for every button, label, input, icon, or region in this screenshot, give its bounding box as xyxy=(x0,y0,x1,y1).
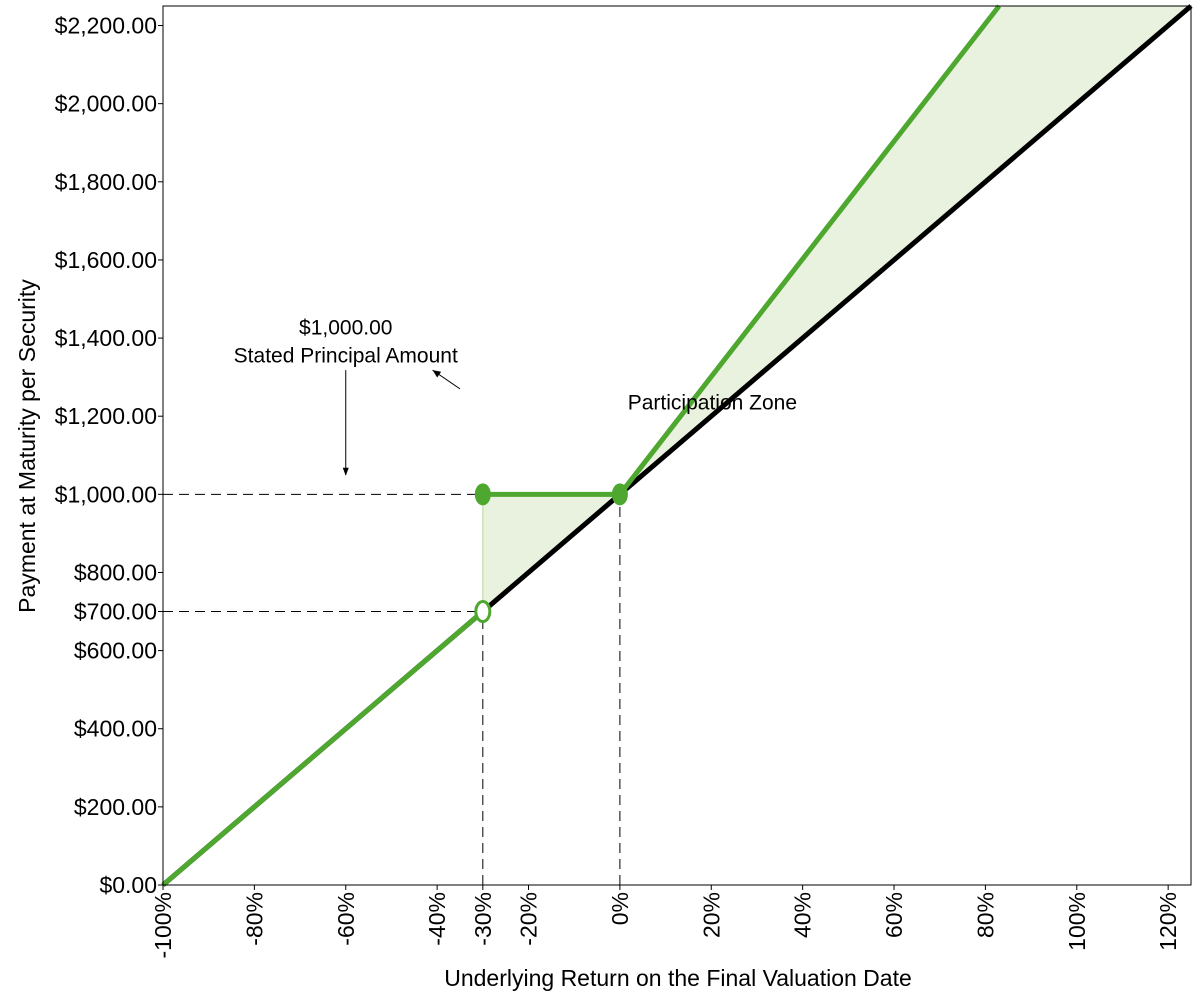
plot-frame xyxy=(162,5,1192,886)
x-tick-label: -60% xyxy=(333,892,359,946)
y-tick-label: $1,200.00 xyxy=(55,403,157,429)
x-tick-label: 120% xyxy=(1155,892,1181,951)
payoff-segment-3 xyxy=(617,4,1002,496)
series-lines xyxy=(161,4,1193,887)
y-tick-label: $1,600.00 xyxy=(55,247,157,273)
y-tick-label: $600.00 xyxy=(74,638,157,664)
filled-marker xyxy=(611,483,628,506)
open-marker xyxy=(474,600,492,624)
x-tick-label: -40% xyxy=(424,892,450,946)
annotation-participation-arrowhead xyxy=(432,370,442,378)
annotation-participation-text: Participation Zone xyxy=(628,392,797,415)
y-tick-label: $200.00 xyxy=(74,794,157,820)
y-tick-label: $700.00 xyxy=(74,599,157,625)
x-axis: -100% -80% -60% -40% -30% -20% 0% 20% 40% 60% 80% 1… xyxy=(150,885,1181,958)
annotations: $1,000.00 Stated Principal Amount Particip… xyxy=(234,316,797,476)
y-tick-label: $2,000.00 xyxy=(55,91,157,117)
y-tick-label: $800.00 xyxy=(74,559,157,585)
x-tick-label: 100% xyxy=(1064,892,1090,951)
y-axis-label: Payment at Maturity per Security xyxy=(14,279,40,613)
x-tick-label: -20% xyxy=(516,892,542,946)
y-tick-label: $1,800.00 xyxy=(55,169,157,195)
x-axis-label: Underlying Return on the Final Valuation… xyxy=(444,965,912,991)
y-axis: $0.00 $200.00 $400.00 $600.00 $700.00 $800.00… xyxy=(55,13,163,898)
x-tick-label: 20% xyxy=(698,892,724,938)
x-tick-label: -30% xyxy=(470,892,496,946)
y-tick-label: $1,000.00 xyxy=(55,481,157,507)
x-tick-label: 60% xyxy=(881,892,907,938)
y-tick-label: $400.00 xyxy=(74,716,157,742)
reference-lines xyxy=(163,493,621,885)
x-tick-label: 40% xyxy=(790,892,816,938)
payoff-markers xyxy=(474,483,628,624)
x-tick-label: 80% xyxy=(972,892,998,938)
x-tick-label: -80% xyxy=(241,892,267,946)
y-tick-label: $1,400.00 xyxy=(55,325,157,351)
payoff-segment-1 xyxy=(161,609,485,887)
x-tick-label: -100% xyxy=(150,892,176,958)
y-tick-label: $0.00 xyxy=(99,872,157,898)
y-tick-label: $2,200.00 xyxy=(55,13,157,39)
shaded-region-0 xyxy=(482,494,620,612)
annotation-principal-text: $1,000.00 xyxy=(299,316,392,339)
filled-marker xyxy=(474,483,491,506)
annotation-principal-arrowhead xyxy=(342,467,349,476)
x-tick-label: 0% xyxy=(607,892,633,925)
annotation-principal-text: Stated Principal Amount xyxy=(234,344,458,367)
